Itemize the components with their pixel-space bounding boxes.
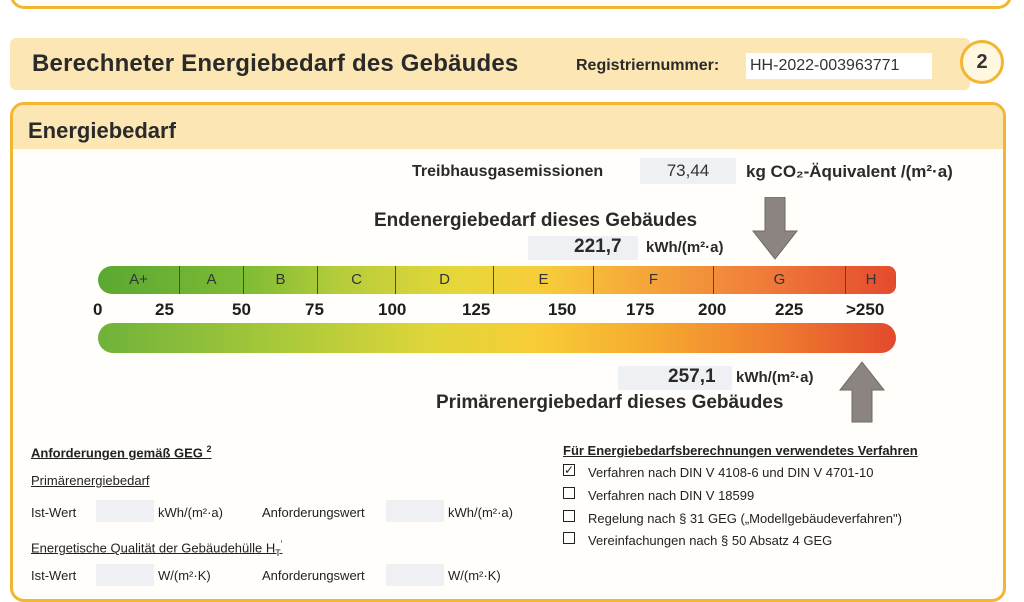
procedure-label-din-4108: Verfahren nach DIN V 4108-6 und DIN V 47…: [588, 465, 874, 480]
requirements-footnote: 2: [206, 444, 212, 454]
previous-section-frame: [10, 0, 1012, 9]
class-a-plus: A+: [98, 266, 180, 294]
page-number-badge: 2: [960, 40, 1004, 84]
primary-energy-arrow-icon: [838, 361, 886, 423]
energy-class-scale: A+ A B C D E F G H: [98, 266, 896, 294]
anforderungswert-label: Anforderungswert: [262, 505, 365, 520]
procedure-label-din-18599: Verfahren nach DIN V 18599: [588, 488, 755, 503]
page-title: Berechneter Energiebedarf des Gebäudes: [32, 50, 519, 77]
primary-energy-value: 257,1: [668, 366, 716, 387]
envelope-heading: Energetische Qualität der Gebäudehülle H…: [31, 539, 283, 558]
procedure-checkbox-modellgebaeude[interactable]: [563, 510, 575, 522]
tick-label: 100: [378, 300, 407, 319]
class-d: D: [396, 266, 494, 294]
procedure-label-vereinfachungen: Vereinfachungen nach § 50 Absatz 4 GEG: [588, 533, 833, 548]
primary-energy-title: Primärenergiebedarf dieses Gebäudes: [436, 392, 784, 413]
class-f: F: [594, 266, 714, 294]
envelope-sup: ': [280, 539, 283, 549]
end-energy-arrow-icon: [751, 197, 799, 260]
class-c: C: [318, 266, 396, 294]
class-a: A: [180, 266, 244, 294]
envelope-sub: T: [275, 547, 281, 558]
class-g: G: [714, 266, 846, 294]
end-energy-value-field: [528, 236, 638, 260]
anforderungswert-unit: kWh/(m²·a): [448, 505, 513, 520]
tick-label: 25: [155, 300, 174, 319]
tick-label: 200: [698, 300, 727, 319]
ist-wert-field-2: [96, 564, 154, 586]
emissions-unit: kg CO₂-Äquivalent /(m²·a): [746, 162, 953, 181]
emissions-label: Treibhausgasemissionen: [412, 163, 604, 180]
ist-wert-unit: kWh/(m²·a): [158, 505, 223, 520]
class-h: H: [865, 271, 877, 288]
registration-number: HH-2022-003963771: [746, 53, 932, 79]
procedure-checkbox-vereinfachungen[interactable]: [563, 532, 575, 544]
procedure-checkbox-din-4108[interactable]: ✓: [563, 463, 575, 477]
class-e: E: [494, 266, 594, 294]
requirements-heading: Anforderungen gemäß GEG 2: [31, 444, 212, 461]
ist-wert-label: Ist-Wert: [31, 505, 77, 520]
ist-wert-field: [96, 500, 154, 522]
procedure-checkbox-din-18599[interactable]: [563, 487, 575, 499]
procedure-heading: Für Energiebedarfsberechnungen verwendet…: [563, 443, 918, 458]
end-energy-unit: kWh/(m²·a): [646, 239, 724, 256]
section-header-band: [13, 105, 1003, 149]
primary-energy-value-field: [618, 366, 732, 390]
end-energy-value: 221,7: [574, 236, 622, 257]
primary-requirements-heading: Primärenergiebedarf: [31, 473, 150, 488]
primary-energy-unit: kWh/(m²·a): [736, 369, 814, 386]
class-b: B: [244, 266, 318, 294]
tick-label: 225: [775, 300, 804, 319]
section-title: Energiebedarf: [28, 118, 176, 143]
tick-label: 0: [93, 300, 103, 319]
end-energy-title: Endenergiebedarf dieses Gebäudes: [374, 210, 698, 231]
procedure-label-modellgebaeude: Regelung nach § 31 GEG („Modellgebäudeve…: [588, 511, 902, 526]
registration-label: Registriernummer:: [576, 57, 720, 74]
tick-label: 175: [626, 300, 655, 319]
tick-label: 125: [462, 300, 491, 319]
emissions-value: 73,44: [640, 158, 736, 184]
tick-label: >250: [846, 300, 885, 319]
tick-label: 50: [232, 300, 251, 319]
tick-label: 150: [548, 300, 577, 319]
anforderungswert-field: [386, 500, 444, 522]
anforderungswert-field-2: [386, 564, 444, 586]
energy-gradient-bar: [98, 323, 896, 353]
tick-label: 75: [305, 300, 324, 319]
